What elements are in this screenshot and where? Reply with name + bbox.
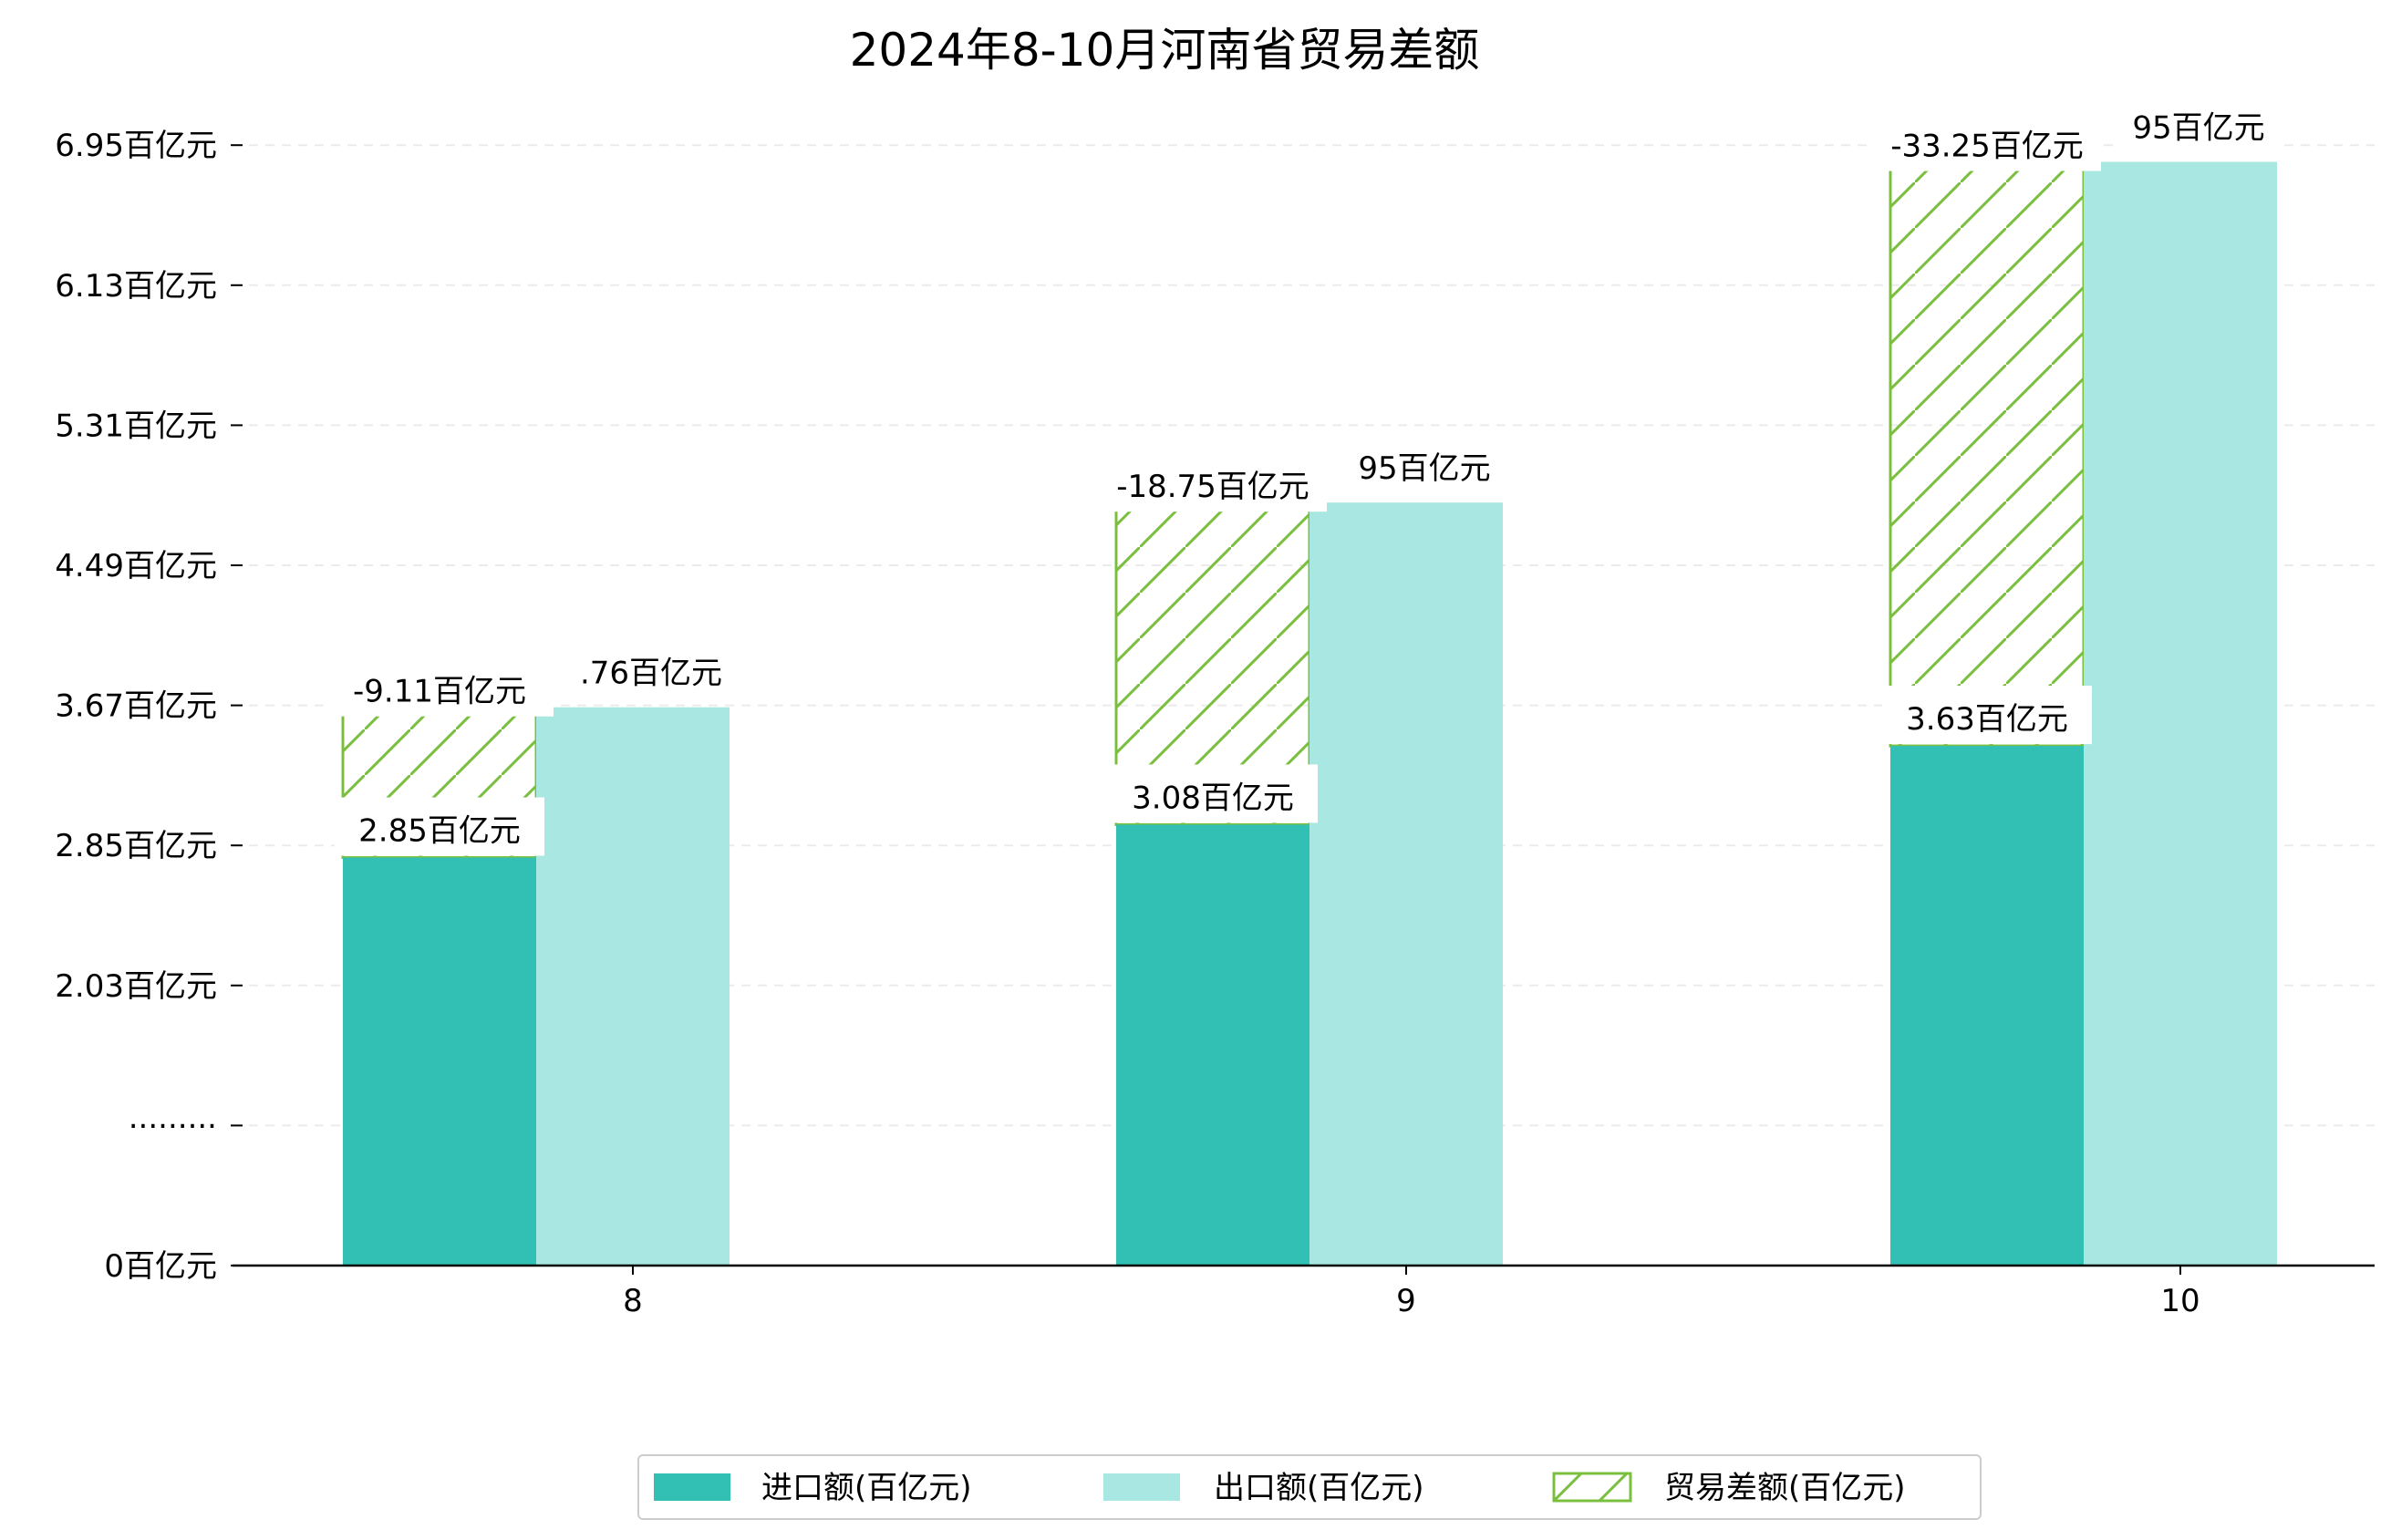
y-tick-label: 6.13百亿元: [55, 268, 217, 305]
import-label: 3.63百亿元: [1906, 701, 2068, 738]
balance-label-box: [326, 657, 554, 717]
axes: 0百亿元 ········· 2.03百亿元 2.85百亿元 3.67百亿元 4.49百亿…: [55, 128, 2375, 1319]
balance-label: -33.25百亿元: [1890, 129, 2084, 165]
legend-label-import: 进口额(百亿元): [761, 1470, 972, 1506]
export-bar: [536, 707, 730, 1266]
import-bar: [1116, 824, 1309, 1266]
import-label: 2.85百亿元: [358, 813, 521, 850]
legend-swatch-export: [1103, 1473, 1180, 1501]
y-tick-label: 0百亿元: [104, 1248, 217, 1285]
y-tick-label: 2.85百亿元: [55, 828, 217, 864]
data-labels: .76百亿元 -9.11百亿元 2.85百亿元 95百亿元 -18.75百亿元 3.08百…: [326, 94, 2281, 856]
legend-box: [637, 1454, 1982, 1520]
y-tick-label: 2.03百亿元: [55, 968, 217, 1005]
export-label-box: [1342, 435, 1506, 494]
balance-label: -9.11百亿元: [353, 674, 526, 710]
import-bar: [343, 857, 536, 1266]
export-label: 95百亿元: [1358, 450, 1490, 487]
legend-label-balance: 贸易差额(百亿元): [1664, 1470, 1906, 1506]
legend: 进口额(百亿元) 出口额(百亿元) 贸易差额(百亿元): [637, 1454, 1982, 1520]
import-label: 3.08百亿元: [1132, 780, 1294, 816]
export-label-box: [2117, 94, 2281, 153]
chart-title: 2024年8-10月河南省贸易差额: [850, 24, 1480, 77]
balance-label-box: [1873, 112, 2101, 171]
legend-swatch-import: [654, 1473, 730, 1501]
legend-swatch-balance: [1552, 1472, 1632, 1503]
import-label-box: [1108, 764, 1318, 823]
balance-bar: [1889, 160, 2086, 748]
y-tick-label: 5.31百亿元: [55, 408, 217, 444]
y-tick-label: 4.49百亿元: [55, 548, 217, 584]
y-tick-label: 6.95百亿元: [55, 128, 217, 164]
balance-label: -18.75百亿元: [1116, 469, 1309, 505]
x-tick-label: 9: [1396, 1283, 1416, 1319]
export-label-box: [569, 639, 733, 698]
import-bar: [1890, 746, 2084, 1266]
import-label-box: [335, 797, 544, 856]
export-bar: [2084, 161, 2277, 1266]
import-label-box: [1882, 686, 2092, 745]
y-tick-label: ·········: [129, 1108, 217, 1144]
x-tick-label: 8: [623, 1283, 643, 1319]
y-tick-label: 3.67百亿元: [55, 688, 217, 725]
legend-label-export: 出口额(百亿元): [1214, 1470, 1424, 1506]
export-label: 95百亿元: [2132, 110, 2264, 147]
balance-label-box: [1099, 453, 1327, 512]
export-bar: [1309, 502, 1503, 1266]
x-tick-label: 10: [2160, 1283, 2200, 1319]
export-label: .76百亿元: [580, 656, 722, 692]
